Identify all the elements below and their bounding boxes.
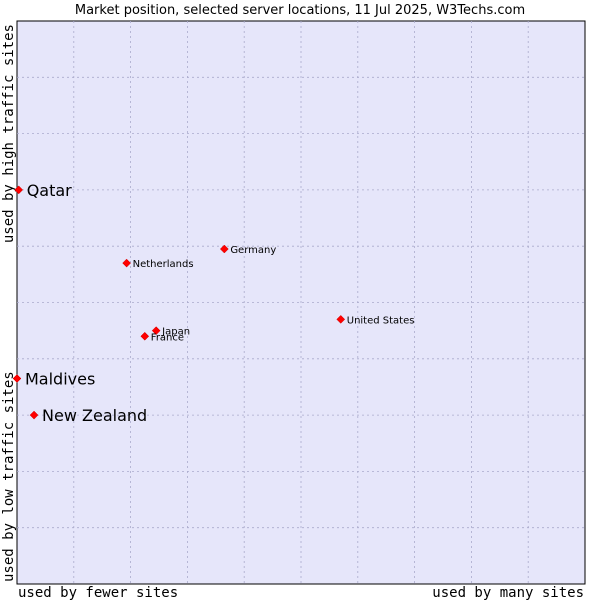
point-label-france: France: [151, 332, 184, 343]
point-marker-maldives: [12, 374, 22, 383]
point-marker-netherlands: [122, 258, 131, 268]
chart-title: Market position, selected server locatio…: [75, 3, 525, 18]
point-marker-united-states: [336, 315, 346, 324]
y-axis-label-top: used by high traffic sites: [1, 24, 17, 243]
point-label-germany: Germany: [230, 245, 276, 256]
y-axis-label-bottom: used by low traffic sites: [1, 371, 17, 582]
point-marker-new-zealand: [29, 410, 39, 420]
point-marker-germany: [219, 244, 229, 254]
data-points: Qatar Germany Netherlands United States Japa…: [12, 181, 415, 425]
grid-lines: [17, 21, 585, 584]
point-label-new-zealand: New Zealand: [42, 406, 147, 425]
point-label-qatar: Qatar: [27, 181, 72, 200]
point-marker-qatar: [14, 185, 24, 195]
x-axis-label-left: used by fewer sites: [18, 585, 178, 600]
point-marker-japan: [151, 326, 161, 336]
x-axis-label-right: used by many sites: [432, 585, 584, 600]
point-label-netherlands: Netherlands: [133, 259, 194, 270]
point-label-maldives: Maldives: [25, 370, 95, 389]
point-label-united-states: United States: [347, 315, 415, 326]
point-label-japan: Japan: [161, 327, 190, 338]
point-marker-france: [140, 331, 150, 341]
